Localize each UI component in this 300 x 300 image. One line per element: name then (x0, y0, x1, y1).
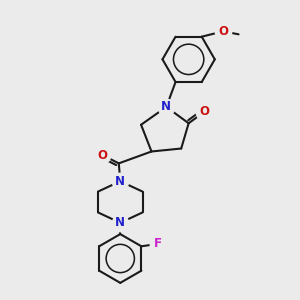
Text: F: F (154, 237, 162, 250)
Text: O: O (98, 148, 107, 162)
Text: N: N (161, 100, 171, 113)
Text: N: N (115, 216, 125, 229)
Text: O: O (218, 25, 228, 38)
Text: N: N (115, 175, 125, 188)
Text: O: O (199, 106, 209, 118)
